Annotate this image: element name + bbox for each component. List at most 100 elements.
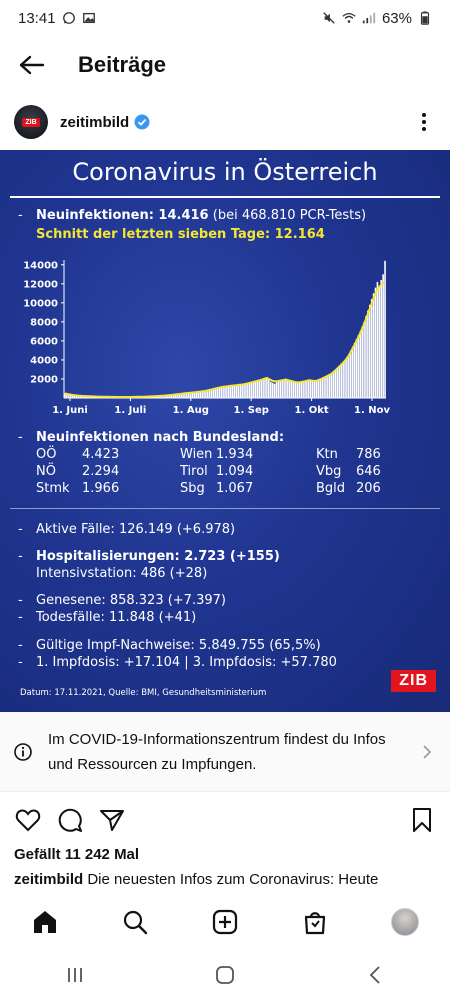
more-options-button[interactable] — [412, 110, 436, 134]
info-icon — [14, 742, 32, 761]
chart-bar — [380, 279, 383, 398]
chart-bar — [174, 394, 177, 398]
chevron-right-icon — [423, 744, 432, 759]
nav-create[interactable] — [205, 902, 245, 942]
x-tick-label: 1. Nov — [354, 405, 390, 416]
battery-percent: 63% — [381, 9, 412, 27]
chart-bar — [317, 379, 320, 398]
chart-bar — [304, 380, 306, 398]
chart-bar — [207, 390, 209, 398]
chart-bar — [273, 383, 276, 398]
schnitt-line: Schnitt der letzten sieben Tage: 12.164 — [36, 227, 325, 242]
whatsapp-icon — [62, 12, 75, 24]
nav-profile[interactable] — [385, 902, 425, 942]
comment-button[interactable] — [54, 804, 86, 836]
recent-apps-button[interactable] — [55, 955, 95, 995]
bundesland-name: Ktn — [316, 447, 338, 462]
nav-shop[interactable] — [295, 902, 335, 942]
chart-bar — [281, 379, 283, 398]
chart-bar — [370, 299, 373, 398]
system-home-button[interactable] — [205, 955, 245, 995]
covid-info-banner[interactable]: Im COVID-19-Informationszentrum findest … — [0, 712, 450, 792]
share-icon — [100, 810, 124, 831]
back-button[interactable] — [12, 45, 52, 85]
chart-bar — [184, 393, 186, 398]
post-image[interactable]: Coronavirus in Österreich - Neuinfektion… — [0, 150, 450, 712]
bundesland-value: 1.966 — [82, 481, 120, 496]
chart-bar — [321, 378, 323, 398]
shop-icon — [304, 912, 326, 935]
chart-bar — [75, 395, 78, 398]
likes-count[interactable]: Gefällt 11 242 Mal — [14, 846, 140, 863]
back-arrow-icon — [19, 55, 45, 75]
chart-bar — [313, 381, 316, 398]
mute-icon — [323, 12, 335, 24]
chart-bar — [292, 382, 295, 398]
system-nav — [0, 950, 450, 1000]
bundesland-name: Bgld — [316, 481, 346, 496]
bundesland-name: NÖ — [36, 464, 56, 479]
chart-bar — [359, 331, 362, 398]
zib-logo: ZIB — [391, 670, 436, 692]
chart-bar — [229, 385, 232, 398]
chart-bar — [81, 395, 83, 398]
y-tick-label: 8000 — [30, 317, 58, 328]
bullet-dash: - — [18, 655, 23, 670]
x-tick-label: 1. Sep — [234, 405, 269, 416]
chart-bar — [288, 380, 291, 398]
nav-home[interactable] — [25, 902, 65, 942]
chart-bar — [369, 304, 371, 398]
chart-bar — [300, 381, 303, 398]
y-tick-label: 6000 — [30, 336, 58, 347]
share-button[interactable] — [96, 804, 128, 836]
chart-bar — [167, 395, 169, 398]
system-back-button[interactable] — [355, 955, 395, 995]
chart-bar — [231, 385, 234, 398]
chart-bar — [67, 394, 70, 398]
battery-icon — [420, 11, 430, 25]
search-icon — [123, 910, 148, 935]
todesfaelle: Todesfälle: 11.848 (+41) — [36, 610, 197, 625]
caption-username[interactable]: zeitimbild — [14, 871, 84, 888]
chart-bar — [330, 373, 333, 398]
aktive-faelle: Aktive Fälle: 126.149 (+6.978) — [36, 522, 236, 537]
bundesland-value: 4.423 — [82, 447, 120, 462]
bullet-dash: - — [18, 638, 23, 653]
username-link[interactable]: zeitimbild — [60, 113, 130, 131]
chart-bar — [228, 386, 230, 398]
neuinfektionen-detail: (bei 468.810 PCR-Tests) — [212, 208, 367, 223]
chart-bar — [199, 391, 202, 398]
status-bar: 13:41 63% — [0, 0, 450, 36]
nav-search[interactable] — [115, 902, 155, 942]
chart-bar — [237, 384, 240, 398]
chart-bar — [353, 342, 356, 398]
chart-bar — [285, 378, 287, 398]
avatar[interactable]: ZIB — [14, 105, 48, 139]
like-button[interactable] — [12, 804, 44, 836]
save-button[interactable] — [406, 804, 438, 836]
chart-bar — [279, 379, 282, 398]
chart-bar — [201, 391, 203, 398]
chart-bar — [361, 326, 363, 398]
chart-bar — [208, 389, 211, 398]
y-tick-label: 10000 — [23, 298, 58, 309]
chart-bar — [332, 371, 335, 398]
chart-bar — [191, 392, 194, 398]
bundesland-name: Stmk — [36, 481, 70, 496]
post-actions — [0, 800, 450, 840]
header: Beiträge — [0, 40, 450, 90]
chart-bar — [275, 382, 278, 398]
chart-bar — [283, 378, 285, 398]
chart-bar — [357, 335, 360, 398]
chart-bar — [266, 377, 268, 398]
chart-bar — [378, 285, 381, 398]
chart-bar — [325, 376, 327, 398]
chart-bar — [193, 392, 196, 398]
chart-bar — [336, 367, 339, 398]
chart-bar — [163, 395, 165, 398]
chart-bar — [241, 384, 243, 398]
hospitalisierungen: Hospitalisierungen: 2.723 (+155) — [36, 549, 280, 564]
chart-bar — [269, 381, 272, 398]
home-icon — [34, 911, 56, 933]
chart-bar — [296, 382, 299, 398]
